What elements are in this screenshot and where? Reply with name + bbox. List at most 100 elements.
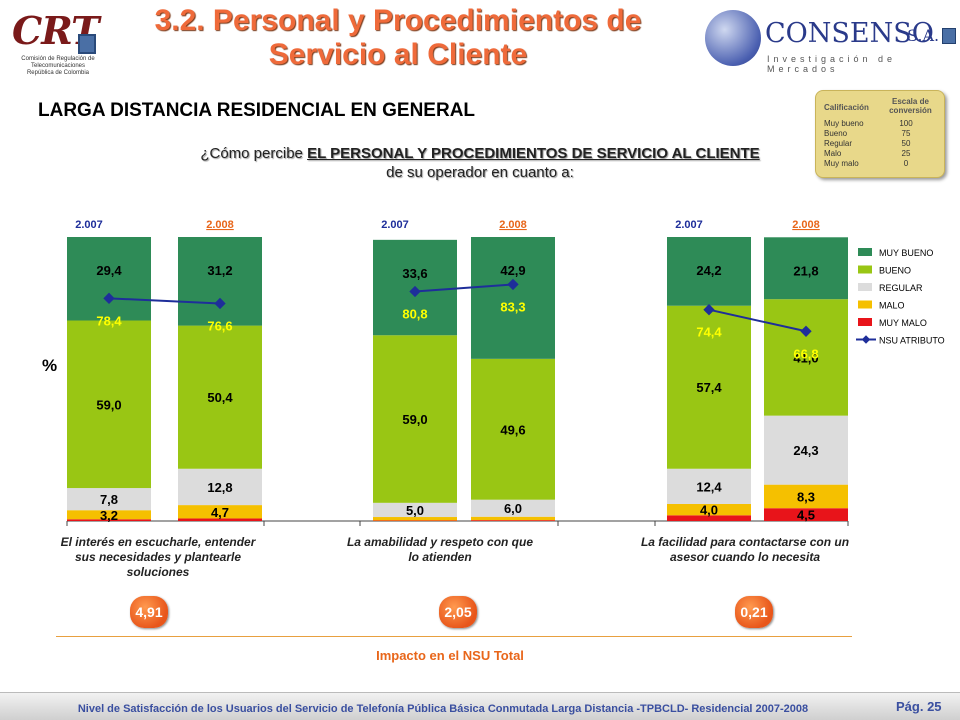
data-label-muy-bueno: 31,2 [207, 263, 232, 278]
bar-segment-regular [764, 415, 848, 485]
page-number: Pág. 25 [896, 699, 942, 714]
year-label: 2.008 [792, 219, 820, 231]
page-title-line1: 3.2. Personal y Procedimientos de [154, 4, 642, 37]
consenso-logo: CONSENSO S.A. Investigación de Mercados [705, 10, 956, 74]
question-text: ¿Cómo percibe EL PERSONAL Y PROCEDIMIENT… [200, 144, 760, 182]
bar-segment-muy-malo [373, 520, 457, 521]
data-label-regular: 6,0 [504, 501, 522, 516]
impact-divider [56, 636, 852, 637]
impact-badge-1: 4,91 [130, 596, 168, 628]
data-label-regular: 24,3 [793, 443, 818, 458]
question-bold: EL PERSONAL Y PROCEDIMIENTOS DE SERVICIO… [307, 145, 760, 162]
bar-segment-malo [764, 484, 848, 509]
legend-label: MUY MALO [879, 318, 927, 328]
scale-row-value: 25 [901, 149, 911, 158]
nsu-label: 76,6 [207, 318, 232, 333]
impact-badge-3: 0,21 [735, 596, 773, 628]
data-label-regular: 7,8 [100, 492, 118, 507]
bar-segment-regular [667, 468, 751, 504]
bar-segment-bueno [373, 335, 457, 503]
nsu-label: 83,3 [500, 299, 525, 314]
bar-segment-muy-malo [667, 515, 751, 521]
legend-label: MALO [879, 301, 905, 311]
nsu-point [507, 278, 519, 291]
bar-segment-muy-bueno [764, 237, 848, 300]
bar-segment-malo [667, 503, 751, 516]
consenso-sa: S.A. [907, 26, 940, 45]
legend-marker-nsu [861, 335, 871, 344]
bar-segment-muy-malo [67, 519, 151, 521]
nsu-label: 78,4 [96, 313, 122, 328]
nsu-line [708, 308, 807, 333]
legend-swatch [858, 318, 872, 326]
data-label-regular: 12,8 [207, 480, 232, 495]
nsu-point [703, 304, 715, 316]
consenso-badge-icon [942, 28, 956, 44]
category-label-3: La facilidad para contactarse con un ase… [640, 535, 850, 564]
year-label: 2.008 [206, 219, 234, 231]
crt-logo-caption: Comisión de Regulación de Telecomunicaci… [21, 56, 95, 76]
nsu-point [214, 297, 226, 310]
section-title: LARGA DISTANCIA RESIDENCIAL EN GENERAL [38, 100, 476, 121]
bar-segment-muy-malo [178, 518, 262, 521]
bar-segment-bueno [178, 325, 262, 469]
y-unit-label: % [42, 356, 58, 375]
scale-row: Regular 50 [824, 139, 936, 149]
nsu-line [108, 297, 221, 305]
year-label: 2.007 [675, 219, 703, 231]
scale-header-right: Escala de conversión [889, 97, 932, 115]
scale-row-label: Malo [824, 149, 842, 158]
data-label-muy-bueno: 42,9 [500, 263, 525, 278]
bar-segment-muy-bueno [667, 237, 751, 306]
scale-row-label: Regular [824, 139, 853, 148]
footer-text: Nivel de Satisfacción de los Usuarios de… [77, 703, 809, 715]
data-label-bueno: 50,4 [207, 390, 233, 405]
bar-segment-malo [373, 517, 457, 521]
scale-row-value: 0 [903, 159, 909, 168]
legend-swatch [858, 300, 872, 309]
nsu-label: 66,8 [793, 346, 818, 361]
question-prefix: ¿Cómo percibe [200, 145, 308, 162]
data-label-muy-bueno: 24,2 [696, 263, 721, 278]
scale-rows: Muy bueno 100 Bueno 75 Regular 50 Malo 25 Muy ma… [824, 119, 936, 169]
legend-label: REGULAR [879, 283, 923, 293]
scale-row: Malo 25 [824, 149, 936, 159]
legend-swatch [858, 265, 872, 274]
data-label-malo: 4,0 [700, 503, 718, 518]
consenso-subtitle: Investigación de Mercados [767, 54, 897, 74]
data-label-muy-bueno: 33,6 [402, 266, 427, 281]
category-label-1: El interés en escucharle, entender sus n… [60, 535, 256, 579]
scale-row-label: Muy bueno [824, 119, 864, 128]
crt-logo: CRT Comisión de Regulación de Telecomuni… [10, 8, 100, 80]
bar-segment-muy-bueno [67, 237, 151, 321]
conversion-scale-box: Calificación Escala de conversión Muy bu… [815, 90, 945, 178]
legend-label: NSU ATRIBUTO [879, 336, 945, 346]
bar-segment-malo [178, 505, 262, 519]
consenso-globe-icon [705, 10, 761, 66]
bar-segment-bueno [667, 305, 751, 469]
scale-row-value: 75 [901, 129, 911, 138]
nsu-label: 80,8 [402, 307, 427, 322]
data-label-regular: 12,4 [696, 479, 722, 494]
bar-segment-regular [67, 488, 151, 511]
data-label-muy-malo: 4,5 [797, 508, 815, 523]
scale-header: Calificación Escala de conversión [824, 97, 936, 115]
scale-header-left: Calificación [824, 103, 869, 112]
bar-segment-muy-bueno [471, 237, 555, 359]
scale-row: Muy malo 0 [824, 159, 936, 169]
bar-segment-muy-malo [471, 520, 555, 521]
data-label-malo: 3,2 [100, 508, 118, 523]
nsu-point [800, 325, 812, 337]
data-label-bueno: 59,0 [96, 397, 121, 412]
page-title-line2: Servicio al Cliente [268, 38, 528, 71]
year-label: 2.007 [75, 219, 103, 231]
year-label: 2.008 [499, 219, 527, 231]
bar-segment-muy-bueno [178, 237, 262, 326]
data-label-bueno: 49,6 [500, 422, 525, 437]
scale-row-value: 100 [899, 119, 913, 128]
legend-swatch [858, 248, 872, 256]
scale-row-value: 50 [901, 139, 911, 148]
legend-label: MUY BUENO [879, 248, 933, 258]
impact-badge-2: 2,05 [439, 596, 477, 628]
